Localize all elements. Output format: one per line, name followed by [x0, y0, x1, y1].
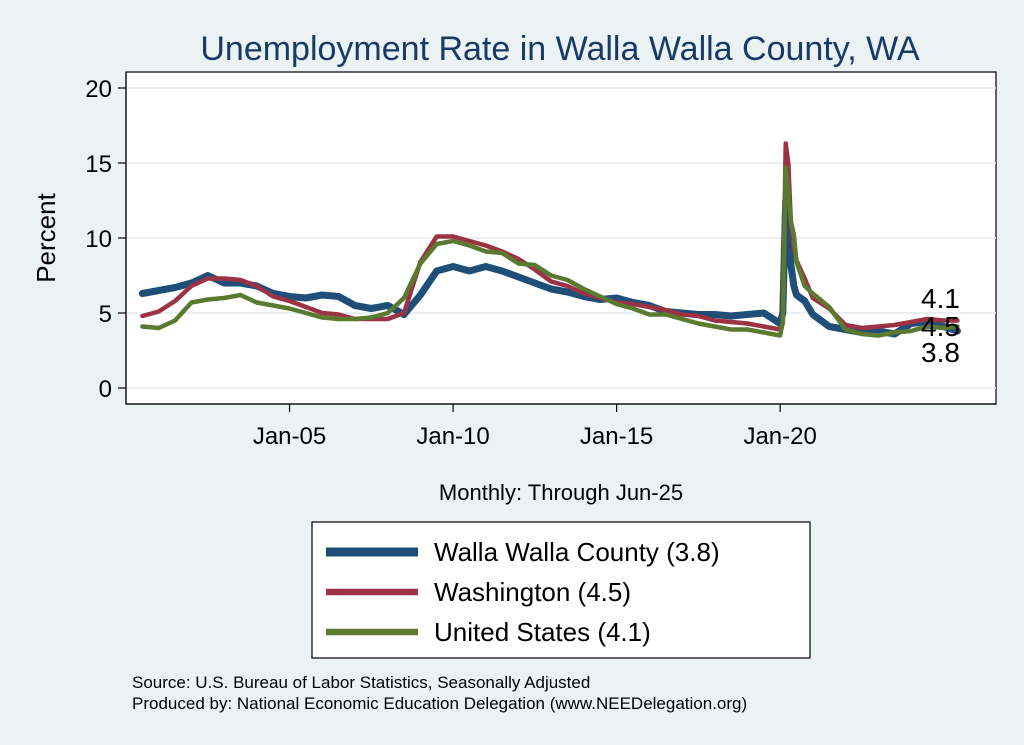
- x-axis-title: Monthly: Through Jun-25: [439, 480, 683, 505]
- y-axis: 0 5 10 15 20: [85, 72, 127, 404]
- y-tick-label-20: 20: [85, 76, 112, 103]
- y-tick-label-10: 10: [85, 226, 112, 253]
- legend-items: Walla Walla County (3.8) Washington (4.5)…: [326, 537, 720, 647]
- source-line-1: Source: U.S. Bureau of Labor Statistics,…: [132, 673, 590, 692]
- end-label-3: 4.1: [921, 283, 960, 314]
- x-tick-label-Jan-15: Jan-15: [580, 423, 653, 450]
- y-tick-label-15: 15: [85, 151, 112, 178]
- chart-title: Unemployment Rate in Walla Walla County,…: [200, 30, 920, 68]
- legend: Walla Walla County (3.8) Washington (4.5)…: [311, 521, 811, 659]
- end-label-1: 3.8: [921, 337, 960, 368]
- source-line-2: Produced by: National Economic Education…: [132, 694, 747, 713]
- x-axis: Jan-05 Jan-10 Jan-15 Jan-20: [126, 403, 996, 450]
- end-label-2: 4.5: [921, 311, 960, 342]
- y-tick-label-5: 5: [99, 301, 112, 328]
- x-tick-label-Jan-20: Jan-20: [743, 423, 816, 450]
- gridlines: [126, 87, 996, 389]
- legend-label-3: United States (4.1): [434, 617, 651, 647]
- y-tick-label-0: 0: [99, 376, 112, 403]
- series-lines: [138, 141, 961, 338]
- x-tick-label-Jan-05: Jan-05: [253, 423, 326, 450]
- end-labels: 3.84.54.1: [921, 283, 960, 368]
- legend-label-2: Washington (4.5): [434, 577, 631, 607]
- series-line-3: [140, 165, 960, 338]
- x-tick-label-Jan-10: Jan-10: [416, 423, 489, 450]
- y-axis-title: Percent: [31, 192, 61, 282]
- legend-label-1: Walla Walla County (3.8): [434, 537, 720, 567]
